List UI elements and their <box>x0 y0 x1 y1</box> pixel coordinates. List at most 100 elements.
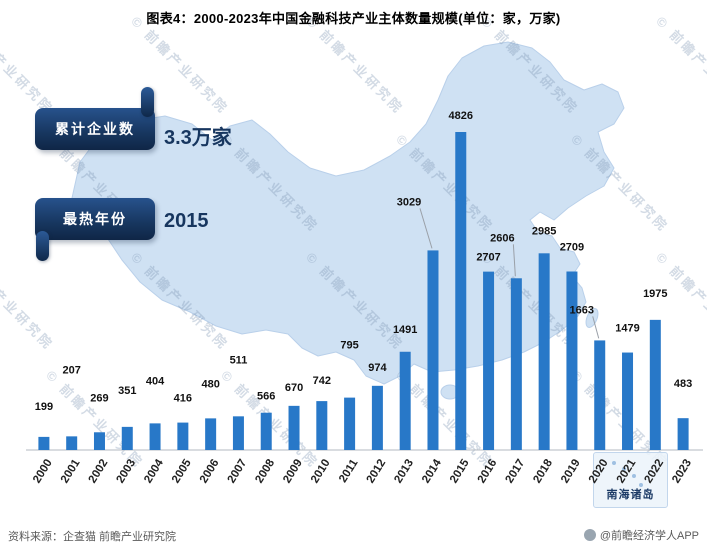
hainan-island <box>440 384 460 400</box>
bar-value-label: 1975 <box>643 288 667 300</box>
label-leader-line <box>512 244 516 277</box>
label-leader-line <box>419 208 433 249</box>
chart-title: 图表4：2000-2023年中国金融科技产业主体数量规模(单位：家，万家) <box>146 11 561 26</box>
x-axis-label: 2006 <box>198 457 222 485</box>
bar-value-label: 974 <box>368 362 387 374</box>
bar-value-label: 404 <box>146 375 165 387</box>
x-axis-label: 2015 <box>448 457 472 486</box>
bar-value-label: 1663 <box>569 304 593 316</box>
bar <box>622 352 634 450</box>
x-axis-label: 2008 <box>253 457 277 486</box>
label-leader-line <box>592 316 600 339</box>
x-axis-label: 2005 <box>170 457 194 486</box>
watermark-text: © 前瞻产业研究院 <box>393 131 497 235</box>
taiwan-island <box>585 308 599 328</box>
badge-cumulative-enterprises: 累计企业数 <box>35 87 155 150</box>
bar <box>149 423 161 450</box>
badge-hottest-year: 最热年份 <box>35 198 155 261</box>
bar <box>510 278 522 450</box>
x-axis-label: 2003 <box>114 457 138 485</box>
bar <box>594 340 606 450</box>
x-axis-label: 2009 <box>281 457 305 485</box>
bar <box>288 405 300 450</box>
x-axis-label: 2018 <box>531 457 555 486</box>
bar-value-label: 199 <box>35 401 53 413</box>
bar-value-label: 2709 <box>560 241 584 253</box>
watermark-text: © 前瞻产业研究院 <box>218 367 322 471</box>
bar <box>538 253 550 450</box>
bar-value-label: 742 <box>313 375 331 387</box>
x-axis-label: 2010 <box>309 457 333 485</box>
bar <box>455 132 467 450</box>
island-dots-icon <box>612 461 616 465</box>
watermark-text: © 前瞻产业研究院 <box>128 249 232 353</box>
bar <box>232 416 244 450</box>
bar <box>399 351 411 450</box>
badge-cumulative-value: 3.3万家 <box>164 127 232 149</box>
bar-value-label: 2985 <box>532 225 556 237</box>
x-axis-label: 2012 <box>365 457 389 485</box>
x-axis-label: 2013 <box>392 457 416 485</box>
bar <box>177 422 189 450</box>
bar <box>371 385 383 450</box>
watermark-text: © 前瞻产业研究院 <box>303 249 407 353</box>
scroll-handle-icon <box>36 231 49 261</box>
badge-hottest-year-value: 2015 <box>164 210 209 232</box>
x-axis-label: 2004 <box>142 457 166 486</box>
watermark-text: © 前瞻产业研究院 <box>478 13 582 117</box>
x-axis-label: 2001 <box>59 457 83 486</box>
watermark-text: © 前瞻产业研究院 <box>568 131 672 235</box>
source-note: 资料来源：企查猫 前瞻产业研究院 <box>8 531 177 543</box>
bar <box>38 436 50 450</box>
bar <box>205 418 217 450</box>
watermark-text: © 前瞻产业研究院 <box>0 14 57 117</box>
watermark-text: © 前瞻产业研究院 <box>478 249 582 353</box>
watermark-text: © 前瞻产业研究院 <box>653 13 707 117</box>
x-axis-label: 2019 <box>559 457 583 485</box>
bar <box>344 397 356 450</box>
badge-hottest-year-label: 最热年份 <box>63 211 127 227</box>
sea-inset-label: 南海诸岛 <box>606 489 655 501</box>
bar <box>649 319 661 450</box>
x-axis-label: 2016 <box>476 457 500 485</box>
bar <box>677 418 689 450</box>
x-axis-label: 2014 <box>420 457 444 486</box>
x-axis-label: 2011 <box>337 457 361 485</box>
credit-text: @前瞻经济学人APP <box>599 530 699 542</box>
bar-value-label: 483 <box>674 378 692 390</box>
bar-value-label: 269 <box>90 392 108 404</box>
bar-value-label: 2606 <box>490 232 514 244</box>
watermark-text: © 前瞻产业研究院 <box>0 250 57 353</box>
x-axis-label: 2002 <box>87 457 111 485</box>
badge-cumulative-label: 累计企业数 <box>55 121 135 137</box>
watermark-text: © 前瞻产业研究院 <box>303 13 407 117</box>
bar-value-label: 511 <box>230 354 248 366</box>
south-china-sea-inset: 南海诸岛 <box>593 452 668 508</box>
bar-value-label: 4826 <box>449 110 473 122</box>
bar-value-label: 566 <box>257 391 275 403</box>
bar-value-label: 1491 <box>393 324 417 336</box>
bar-value-label: 795 <box>340 340 358 352</box>
bar-value-label: 480 <box>201 378 219 390</box>
watermark-text: © 前瞻产业研究院 <box>393 367 497 471</box>
x-axis-label: 2023 <box>670 457 694 485</box>
x-axis-label: 2017 <box>504 457 528 485</box>
watermark-text: © 前瞻产业研究院 <box>218 131 322 235</box>
bar-value-label: 416 <box>174 393 192 405</box>
bar <box>260 412 272 450</box>
watermark-text: © 前瞻产业研究院 <box>653 249 707 353</box>
bar <box>316 401 328 450</box>
bar <box>93 432 105 450</box>
bar <box>483 271 495 450</box>
bar <box>66 436 78 450</box>
bar <box>427 250 439 450</box>
bar <box>121 426 133 450</box>
bar <box>566 271 578 450</box>
credit-note: @前瞻经济学人APP <box>583 527 699 543</box>
bar-value-label: 670 <box>285 382 303 394</box>
x-axis-label: 2007 <box>226 457 250 485</box>
bar-value-label: 351 <box>118 385 136 397</box>
bar-value-label: 3029 <box>397 196 421 208</box>
bar-value-label: 207 <box>63 364 81 376</box>
